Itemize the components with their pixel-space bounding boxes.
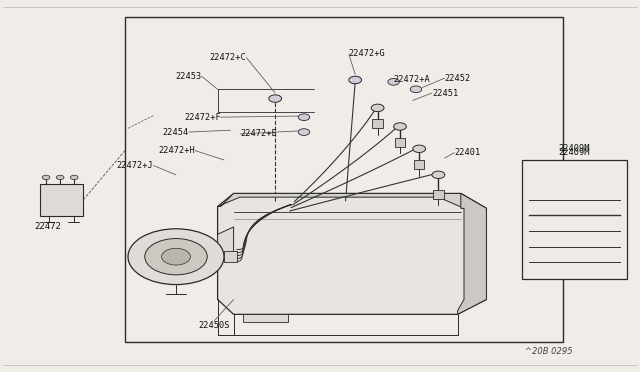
Polygon shape (218, 193, 486, 208)
Circle shape (269, 95, 282, 102)
Text: 22472+H: 22472+H (159, 146, 195, 155)
Bar (40, 184, 83, 216)
Text: 22472+F: 22472+F (184, 113, 221, 122)
Bar (414, 160, 424, 169)
Text: 22472+G: 22472+G (349, 49, 385, 58)
Circle shape (394, 123, 406, 130)
Polygon shape (458, 193, 486, 314)
Text: 22472+E: 22472+E (240, 129, 276, 138)
Circle shape (56, 175, 64, 180)
Circle shape (128, 229, 224, 285)
Bar (433, 190, 444, 199)
Bar (125, 17, 563, 342)
Circle shape (432, 171, 445, 179)
Polygon shape (218, 193, 486, 314)
Circle shape (70, 175, 78, 180)
Circle shape (145, 238, 207, 275)
Text: 22450S: 22450S (198, 321, 230, 330)
Polygon shape (243, 314, 288, 322)
Text: 22472+C: 22472+C (210, 53, 246, 62)
Circle shape (371, 104, 384, 112)
Bar (372, 119, 383, 128)
Circle shape (161, 248, 191, 265)
Polygon shape (218, 227, 234, 262)
Text: 22453: 22453 (175, 72, 202, 81)
Circle shape (388, 78, 399, 85)
Circle shape (349, 76, 362, 84)
Text: 22409M: 22409M (558, 148, 590, 157)
Text: 22472: 22472 (35, 222, 61, 231)
Text: 22451: 22451 (432, 89, 458, 97)
Text: 22472+A: 22472+A (394, 76, 430, 84)
Circle shape (298, 114, 310, 121)
Circle shape (413, 145, 426, 153)
Bar (522, 160, 627, 279)
Text: ^20B 0295: ^20B 0295 (525, 347, 573, 356)
Polygon shape (224, 251, 237, 262)
Text: 22452: 22452 (445, 74, 471, 83)
Bar (395, 138, 405, 147)
Text: 22409M: 22409M (559, 144, 590, 153)
Text: 22401: 22401 (454, 148, 481, 157)
Text: 22472+J: 22472+J (117, 161, 154, 170)
Circle shape (410, 86, 422, 93)
Text: 22454: 22454 (163, 128, 189, 137)
Circle shape (42, 175, 50, 180)
Circle shape (298, 129, 310, 135)
